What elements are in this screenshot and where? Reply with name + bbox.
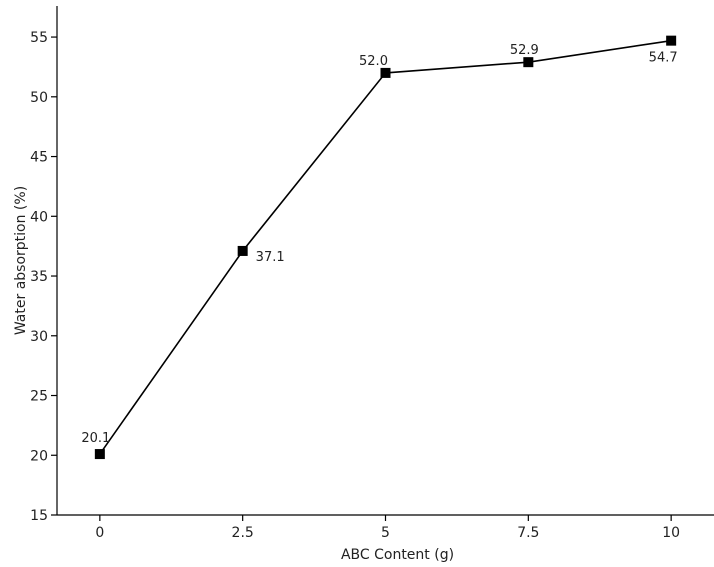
data-point-marker xyxy=(523,57,534,68)
x-axis-title: ABC Content (g) xyxy=(341,547,454,563)
x-tick-label: 7.5 xyxy=(517,525,539,541)
data-label: 52.9 xyxy=(510,43,539,58)
y-axis-title: Water absorption (%) xyxy=(13,186,29,335)
y-tick-label: 50 xyxy=(30,90,48,106)
y-tick-label: 45 xyxy=(30,150,48,166)
series-group: 20.1 37.1 52.0 52.9 54.7 xyxy=(81,35,678,460)
data-point-marker xyxy=(666,35,677,46)
y-tick-label: 15 xyxy=(30,508,48,524)
data-label: 52.0 xyxy=(359,54,388,69)
data-point-marker xyxy=(237,245,248,256)
x-tick-label: 2.5 xyxy=(232,525,254,541)
data-point-marker xyxy=(94,449,105,460)
data-label: 20.1 xyxy=(81,431,110,446)
x-tick-label: 10 xyxy=(662,525,680,541)
y-tick-label: 25 xyxy=(30,389,48,405)
y-tick-label: 35 xyxy=(30,269,48,285)
y-tick-label: 55 xyxy=(30,30,48,46)
x-tick-label: 5 xyxy=(381,525,390,541)
y-tick-label: 20 xyxy=(30,448,48,464)
data-label: 37.1 xyxy=(256,250,285,265)
y-axis-ticks: 15 20 25 30 35 40 45 50 55 xyxy=(30,30,57,524)
chart-axes xyxy=(56,6,714,516)
data-label: 54.7 xyxy=(649,51,678,66)
x-tick-label: 0 xyxy=(95,525,104,541)
y-tick-label: 30 xyxy=(30,329,48,345)
y-tick-label: 40 xyxy=(30,209,48,225)
series-line xyxy=(99,39,672,455)
x-axis-ticks: 0 2.5 5 7.5 10 xyxy=(95,515,680,541)
data-point-marker xyxy=(380,67,391,78)
